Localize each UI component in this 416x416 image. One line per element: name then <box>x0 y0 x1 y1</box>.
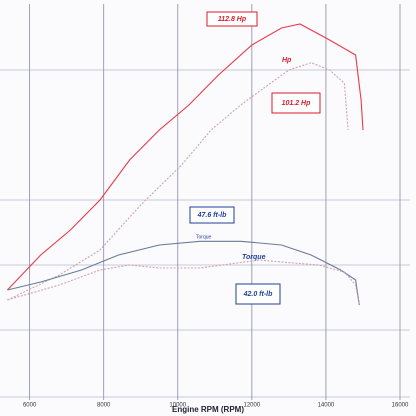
annotation: Hp <box>282 57 292 64</box>
series-line <box>7 240 360 306</box>
plot: 6000 8000 10000 12000 14000 16000 <box>7 4 409 409</box>
annotation: 112.8 Hp <box>218 16 247 23</box>
x-tick-label: 14000 <box>318 403 335 409</box>
annotation-box <box>271 92 321 114</box>
annotation: 101.2 Hp <box>282 100 312 107</box>
x-tick-label: 8000 <box>97 403 111 409</box>
annotation-box <box>189 206 235 224</box>
annotation: 47.6 ft-lb <box>197 212 228 219</box>
annotation: Torque <box>242 254 266 261</box>
x-tick-label: 6000 <box>23 403 37 409</box>
x-tick-label: 12000 <box>244 403 261 409</box>
series-line <box>7 23 364 291</box>
series-line <box>7 259 360 306</box>
x-tick-label: 16000 <box>392 403 409 409</box>
annotation-box <box>235 283 281 305</box>
x-axis-label: Engine RPM (RPM) <box>172 405 244 414</box>
x-tick-label: 10000 <box>169 403 186 409</box>
annotation: Torque <box>196 234 212 240</box>
annotation-box <box>206 11 258 27</box>
series-line <box>7 62 349 301</box>
annotation: 42.0 ft-lb <box>243 291 274 298</box>
